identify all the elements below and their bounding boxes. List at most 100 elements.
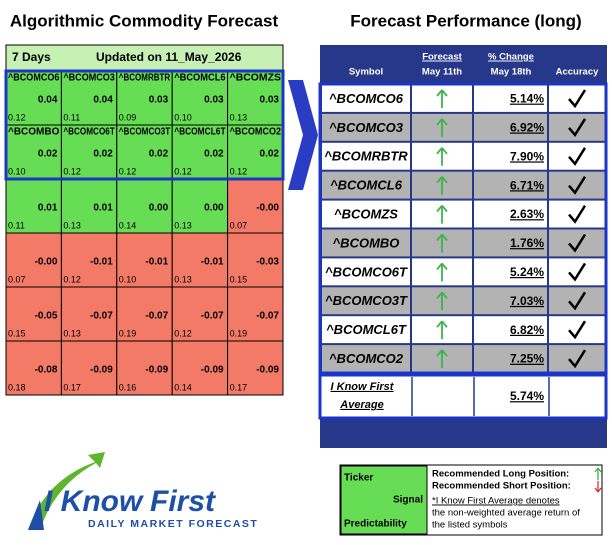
cell-ticker: ^BCOMCL6 [174, 73, 226, 84]
legend-cell [340, 465, 428, 535]
grid-cell [171, 286, 229, 342]
change: 5.14% [510, 92, 544, 106]
change: 1.76% [510, 236, 544, 250]
cell-ticker: ^BCOMBO [8, 127, 60, 138]
up-arrow [436, 262, 448, 282]
logo-name-a: I Know [44, 485, 144, 518]
cell-signal: -0.09 [90, 365, 113, 376]
cell-signal: -0.07 [90, 311, 113, 322]
check [568, 176, 587, 195]
cell-signal: 0.01 [93, 203, 113, 214]
cell-predictability: 0.12 [63, 166, 81, 176]
grid-header [5, 44, 284, 72]
cell-ticker: ^BCOMRBTR [119, 73, 171, 84]
cell-ticker: ^BCOMCO2 [230, 127, 282, 138]
check [568, 147, 587, 166]
grid-cell [227, 124, 284, 180]
table-cell [322, 287, 410, 315]
symbol: ^BCOMCO6T [325, 264, 408, 279]
grid-cell [116, 340, 173, 396]
change: 6.71% [510, 178, 544, 192]
col-header: Forecast [422, 52, 462, 63]
short-arrow [594, 481, 602, 493]
table-cell [549, 142, 605, 170]
cell-signal: -0.08 [35, 365, 58, 376]
cell-signal: 0.02 [149, 149, 169, 160]
up-arrow [436, 176, 448, 195]
grid-cell [5, 178, 62, 234]
table-cell [474, 142, 547, 170]
cell-predictability: 0.12 [63, 274, 81, 284]
symbol: ^BCOMCO2 [329, 351, 404, 366]
logo [28, 452, 105, 530]
up-arrow [436, 291, 448, 311]
cell-predictability: 0.14 [119, 220, 137, 230]
cell-predictability: 0.10 [174, 112, 192, 122]
period: 7 Days [12, 50, 51, 64]
grid-cell [171, 340, 229, 396]
average-row [318, 373, 608, 420]
grid-cell [227, 178, 284, 234]
table-cell [549, 345, 605, 372]
cell-predictability: 0.17 [230, 382, 248, 392]
long-arrow [594, 467, 602, 480]
symbol: ^BCOMRBTR [324, 149, 408, 164]
cell-signal: -0.05 [35, 311, 58, 322]
up-arrow [436, 147, 448, 166]
cell-signal: 0.03 [149, 95, 169, 106]
cell-predictability: 0.11 [8, 220, 25, 230]
cell-predictability: 0.13 [230, 112, 248, 122]
cell-signal: -0.00 [35, 257, 58, 268]
change: 7.25% [510, 352, 544, 366]
col-header: % Change [488, 52, 534, 63]
cell-signal: 0.02 [38, 149, 58, 160]
cell-predictability: 0.13 [63, 220, 81, 230]
table-cell [474, 85, 547, 112]
cell-predictability: 0.17 [63, 382, 81, 392]
updated: Updated on 11_May_2026 [96, 50, 242, 64]
symbol: ^BCOMCO3T [325, 293, 408, 308]
symbol: ^BCOMZS [334, 206, 398, 221]
cell-predictability: 0.12 [119, 166, 137, 176]
table-cell [322, 229, 410, 257]
check [568, 349, 587, 369]
table-cell [474, 258, 547, 286]
cell-signal: 0.03 [260, 95, 280, 106]
grid-cell [116, 124, 173, 180]
up-arrow [436, 205, 448, 224]
table-cell [549, 316, 605, 344]
cell-predictability: 0.11 [63, 112, 80, 122]
check [568, 262, 587, 282]
grid-cell [116, 286, 173, 342]
table-cell [549, 85, 605, 112]
table-cell [474, 287, 547, 315]
table-cell [549, 287, 605, 315]
cell-predictability: 0.15 [230, 274, 248, 284]
grid-cell [227, 286, 284, 342]
legend-note: *I Know First Average denotes [432, 496, 560, 507]
cell-predictability: 0.19 [230, 328, 248, 338]
cell-predictability: 0.10 [8, 166, 26, 176]
change: 6.82% [510, 323, 544, 337]
logo-tagline: DAILY MARKET FORECAST [88, 518, 258, 530]
grid-cell [60, 232, 118, 288]
cell-signal: -0.01 [90, 257, 113, 268]
cell-signal: 0.00 [149, 203, 169, 214]
check [568, 204, 587, 224]
symbol: ^BCOMCL6T [326, 322, 407, 337]
cell-predictability: 0.12 [230, 166, 248, 176]
grid-cell [60, 340, 118, 396]
cell-signal: 0.01 [38, 203, 58, 214]
check [568, 118, 587, 138]
cell-predictability: 0.10 [119, 274, 137, 284]
check [568, 291, 587, 311]
grid-cell [116, 232, 173, 288]
cell-signal: 0.04 [38, 95, 58, 106]
table-cell [474, 171, 547, 199]
up-arrow [436, 349, 448, 369]
table-cell [549, 171, 605, 199]
rows-border [318, 82, 608, 375]
check [568, 89, 587, 109]
up-arrow [436, 233, 448, 253]
cell-ticker: ^BCOMCO3 [63, 73, 115, 84]
